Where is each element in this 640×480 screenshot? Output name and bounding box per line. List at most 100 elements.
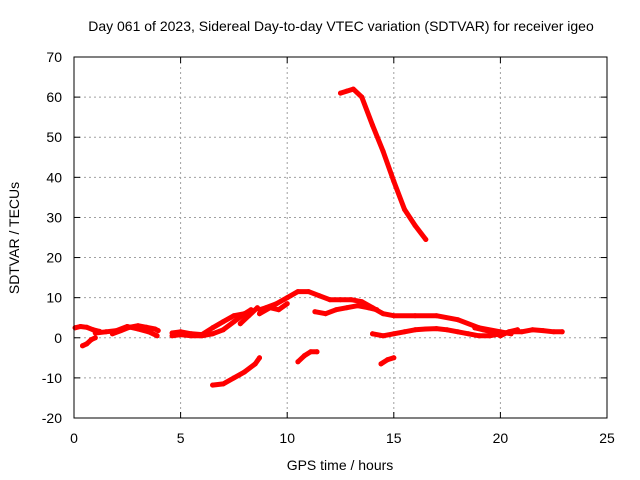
data-point <box>323 311 329 317</box>
data-point <box>540 328 546 334</box>
data-point <box>178 329 184 335</box>
tick-layer: 0 5 10 15 20 25 -20 -10 0 10 20 30 40 50 60 70 <box>42 49 615 446</box>
y-tick-label: -10 <box>42 370 62 386</box>
x-axis-label: GPS time / hours <box>287 457 394 473</box>
data-point <box>135 323 141 329</box>
data-point <box>370 331 375 337</box>
data-point <box>391 355 397 361</box>
data-point <box>155 328 161 334</box>
data-point <box>559 329 565 335</box>
data-point <box>231 313 237 319</box>
data-point <box>274 301 279 307</box>
data-point <box>497 333 503 339</box>
data-point <box>455 317 461 323</box>
data-point <box>80 343 85 349</box>
data-point <box>348 297 354 303</box>
data-point <box>338 297 343 303</box>
data-point <box>327 297 333 303</box>
data-point <box>210 331 216 337</box>
data-point <box>465 331 471 337</box>
data-point <box>480 327 486 333</box>
data-point <box>433 326 439 332</box>
data-point <box>365 305 371 311</box>
data-point <box>306 289 311 295</box>
data-point <box>146 329 152 335</box>
data-point <box>489 329 495 335</box>
x-tick-label: 5 <box>177 430 185 446</box>
y-tick-label: 50 <box>46 129 62 145</box>
series-arc-7 <box>210 355 262 388</box>
x-tick-label: 15 <box>386 430 402 446</box>
data-point <box>314 349 320 355</box>
data-point <box>284 301 290 307</box>
data-point <box>402 206 407 212</box>
data-point <box>231 319 237 325</box>
series-arc-10 <box>257 301 290 317</box>
data-point <box>412 313 418 319</box>
data-point <box>391 178 397 184</box>
data-point <box>267 305 273 311</box>
data-point <box>210 325 216 331</box>
data-point <box>252 361 258 367</box>
data-point <box>384 357 390 363</box>
data-point <box>359 94 365 100</box>
data-point <box>412 327 418 333</box>
x-tick-label: 20 <box>493 430 509 446</box>
data-point <box>231 375 237 381</box>
data-point <box>455 329 461 335</box>
data-point <box>257 355 262 361</box>
data-point <box>284 295 290 301</box>
data-point <box>295 359 301 365</box>
y-tick-label: 20 <box>46 250 62 266</box>
data-point <box>444 327 450 333</box>
data-point <box>316 293 322 299</box>
data-point <box>338 90 343 96</box>
data-point <box>380 148 386 154</box>
data-point <box>529 327 535 333</box>
plot-frame <box>73 56 608 419</box>
data-point <box>402 329 407 335</box>
data-point <box>433 313 439 319</box>
y-tick-label: 0 <box>54 330 62 346</box>
y-tick-label: 40 <box>46 169 62 185</box>
data-point <box>333 307 339 313</box>
data-point <box>126 324 132 330</box>
data-point <box>423 237 429 242</box>
data-point <box>169 330 175 336</box>
chart-title: Day 061 of 2023, Sidereal Day-to-day VTE… <box>88 18 594 34</box>
data-point <box>210 382 216 388</box>
data-point <box>506 329 512 335</box>
y-tick-label: 60 <box>46 89 62 105</box>
data-point <box>301 353 307 359</box>
data-point <box>374 307 380 313</box>
data-point <box>237 321 243 327</box>
y-tick-label: 10 <box>46 290 62 306</box>
y-tick-label: 30 <box>46 209 62 225</box>
data-point <box>487 333 493 339</box>
series-arc-12 <box>295 349 320 365</box>
data-point <box>154 333 160 339</box>
data-point <box>359 299 365 305</box>
data-point <box>519 329 525 335</box>
data-point <box>551 329 557 335</box>
data-point <box>295 289 301 295</box>
data-point <box>344 305 350 311</box>
data-point <box>88 337 94 343</box>
data-point <box>84 341 90 347</box>
data-point <box>350 86 356 92</box>
data-point <box>109 331 115 337</box>
data-point <box>118 328 124 334</box>
data-point <box>72 325 78 331</box>
series-arc-13 <box>338 86 429 242</box>
data-point <box>344 88 350 94</box>
y-tick-label: -20 <box>42 410 62 426</box>
data-point <box>412 223 418 228</box>
data-point <box>92 335 98 341</box>
data-point <box>220 381 226 387</box>
data-point <box>188 331 194 337</box>
data-point <box>77 324 83 329</box>
y-tick-label: 70 <box>46 49 62 65</box>
y-axis-label: SDTVAR / TECUs <box>6 182 22 294</box>
data-point <box>220 319 226 325</box>
